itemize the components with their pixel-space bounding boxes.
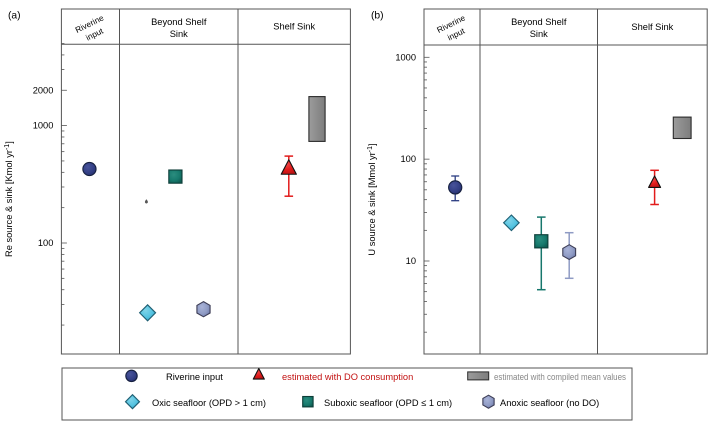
svg-text:Beyond Shelf: Beyond Shelf <box>151 17 207 27</box>
svg-text:estimated with DO consumption: estimated with DO consumption <box>282 372 413 382</box>
svg-text:Anoxic seafloor (no DO): Anoxic seafloor (no DO) <box>500 398 599 408</box>
svg-text:Beyond Shelf: Beyond Shelf <box>511 17 567 27</box>
svg-text:(a): (a) <box>8 11 21 22</box>
svg-text:estimated with compiled mean v: estimated with compiled mean values <box>494 372 626 382</box>
svg-text:10: 10 <box>406 256 416 266</box>
svg-text:U source & sink [Mmol yr-1]: U source & sink [Mmol yr-1] <box>367 143 378 255</box>
svg-text:Suboxic seafloor (OPD ≤ 1 cm): Suboxic seafloor (OPD ≤ 1 cm) <box>324 398 452 408</box>
svg-text:Shelf Sink: Shelf Sink <box>273 22 315 32</box>
svg-text:Re source & sink [Kmol yr-1]: Re source & sink [Kmol yr-1] <box>4 141 15 257</box>
svg-text:(b): (b) <box>371 11 384 22</box>
svg-text:Shelf Sink: Shelf Sink <box>631 22 673 32</box>
svg-text:1000: 1000 <box>33 121 54 131</box>
svg-text:1000: 1000 <box>395 52 416 62</box>
svg-text:Riverine input: Riverine input <box>166 372 223 382</box>
svg-text:Sink: Sink <box>530 29 548 39</box>
svg-text:2000: 2000 <box>33 85 54 95</box>
svg-text:100: 100 <box>400 154 416 164</box>
svg-text:Oxic seafloor (OPD > 1 cm): Oxic seafloor (OPD > 1 cm) <box>152 398 266 408</box>
svg-text:Sink: Sink <box>170 29 188 39</box>
svg-text:100: 100 <box>38 238 54 248</box>
